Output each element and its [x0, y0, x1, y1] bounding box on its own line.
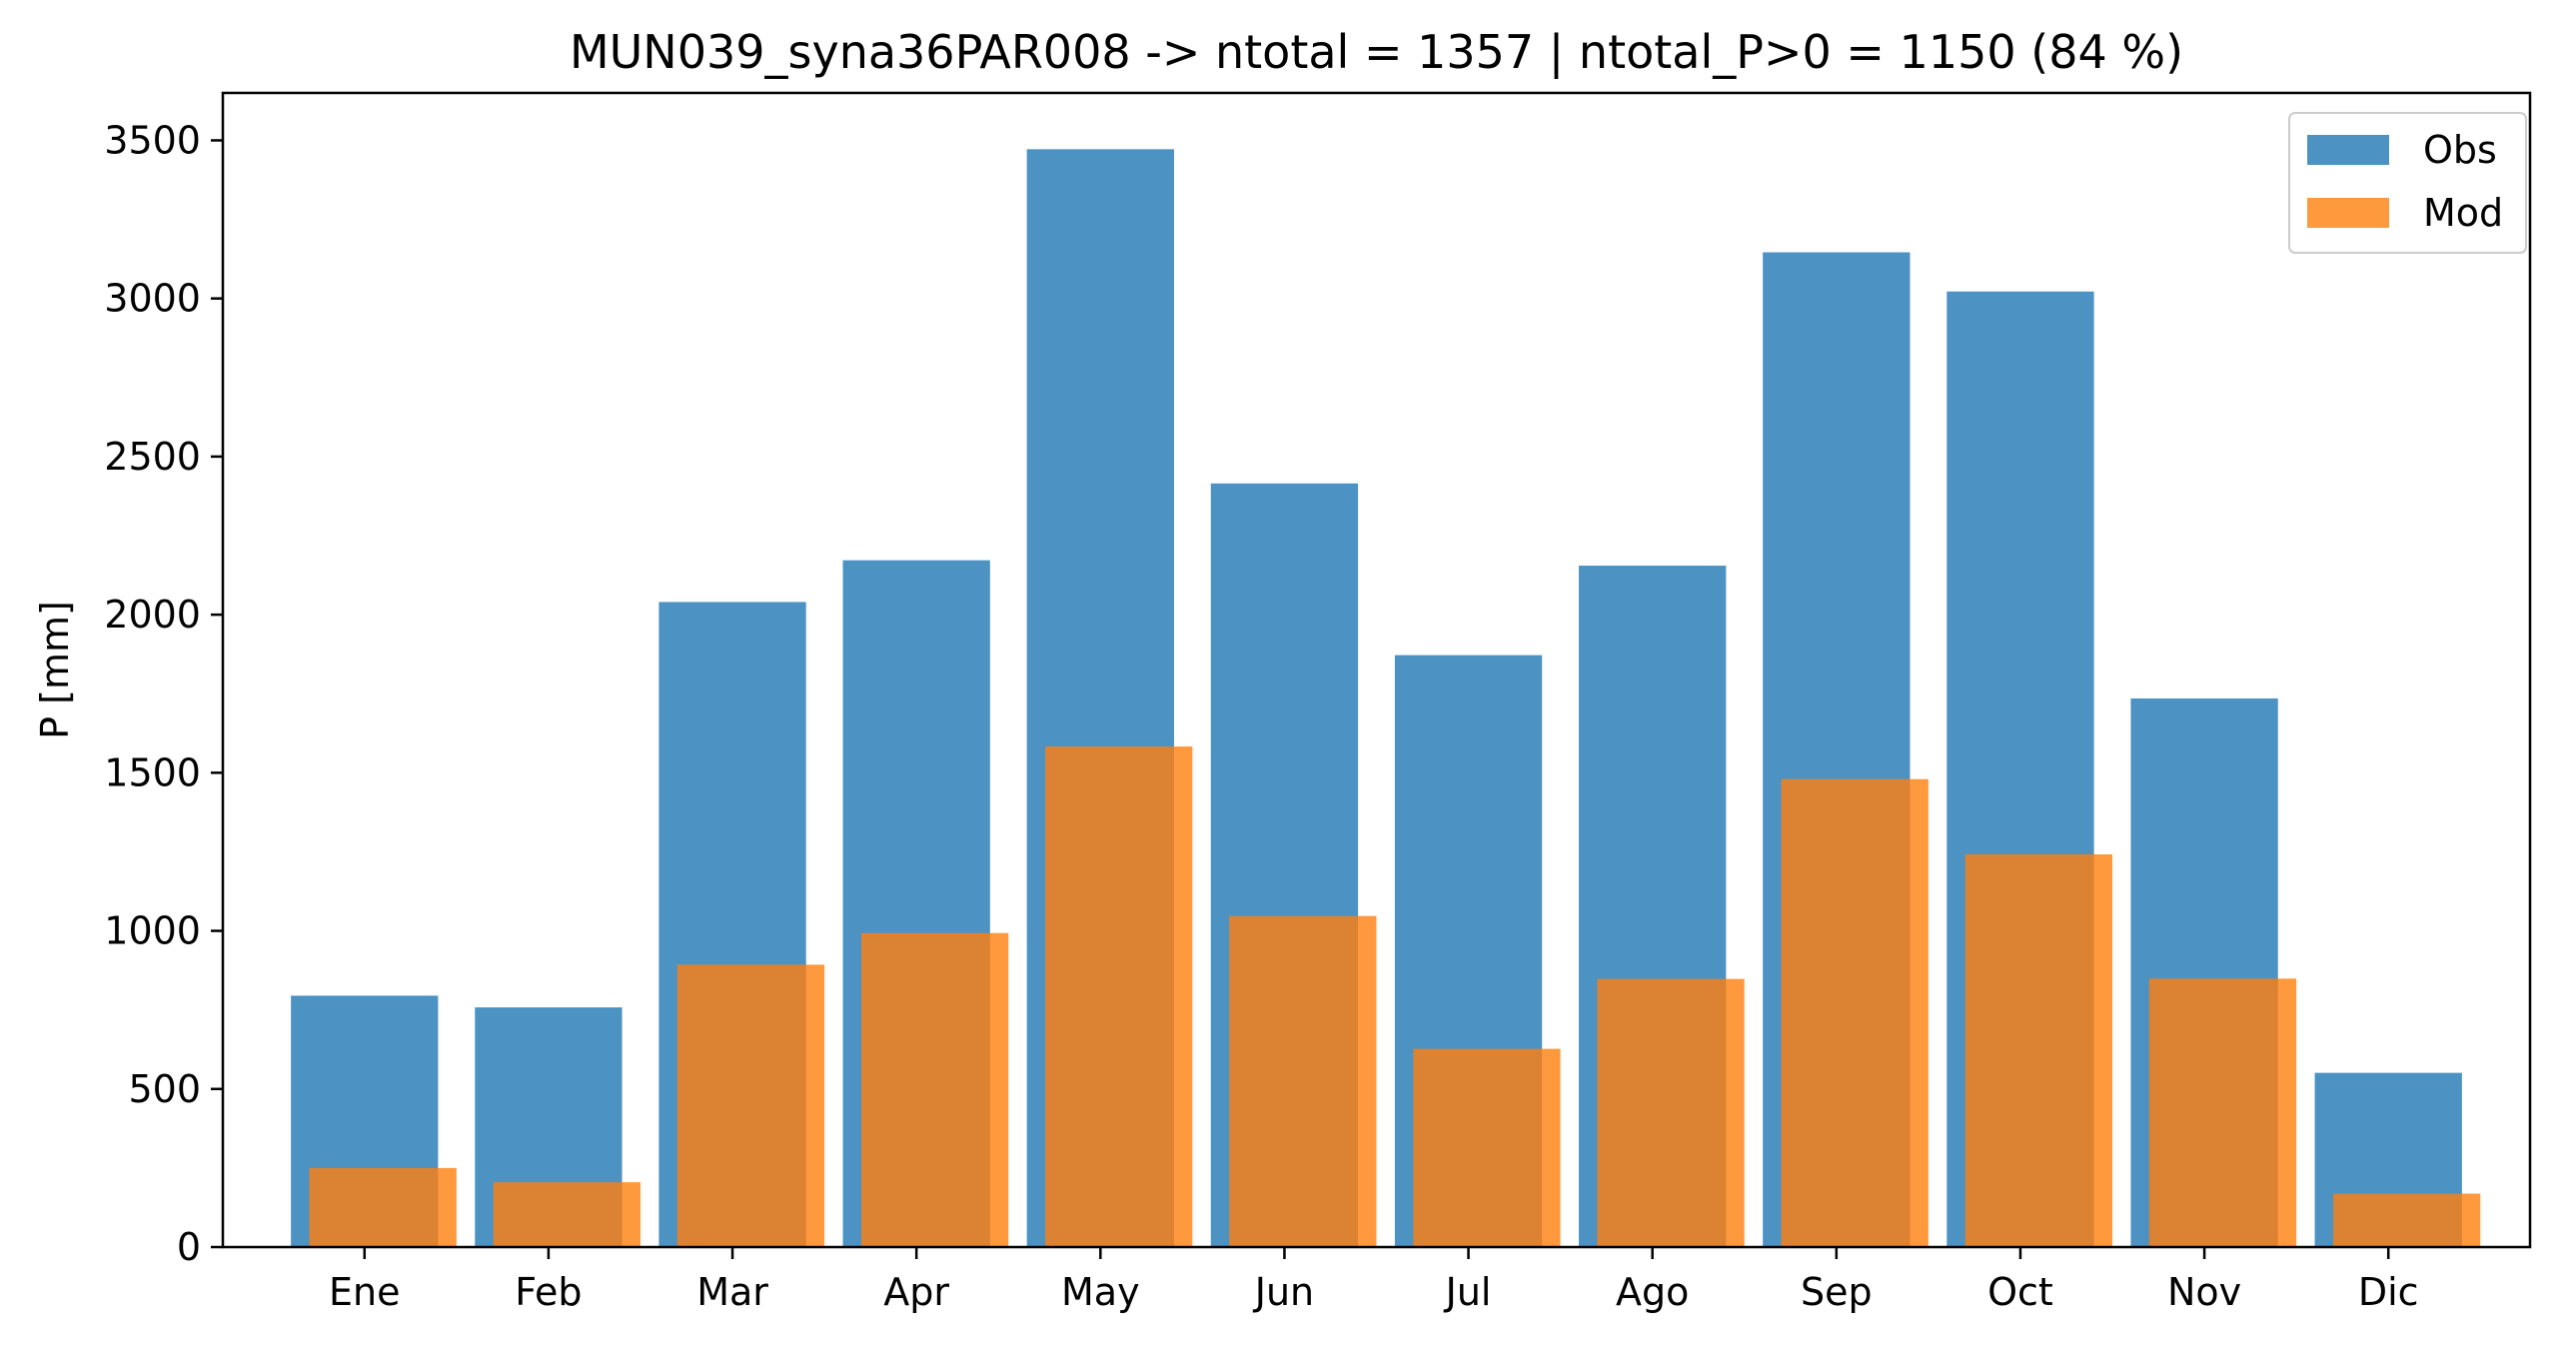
- y-tick-label: 1000: [104, 909, 201, 953]
- legend-label-mod: Mod: [2423, 191, 2503, 235]
- y-tick-label: 0: [177, 1225, 201, 1269]
- axes-frame: [221, 91, 2532, 1249]
- x-tick-label: Feb: [515, 1270, 582, 1314]
- x-tick-label: Dic: [2358, 1270, 2419, 1314]
- y-tick-label: 3500: [104, 118, 201, 162]
- bar-mod-dic: [2332, 1193, 2481, 1247]
- x-tick-label: Mar: [696, 1270, 768, 1314]
- y-axis-label: P [mm]: [33, 601, 77, 739]
- bar-mod-nov: [2148, 978, 2297, 1247]
- legend-swatch-mod: [2307, 198, 2389, 228]
- bar-mod-may: [1045, 746, 1193, 1247]
- y-tick-label: 1500: [104, 750, 201, 794]
- x-tick-label: Jul: [1444, 1270, 1492, 1314]
- x-tick-label: Ene: [329, 1270, 400, 1314]
- x-tick-label: Ago: [1616, 1270, 1689, 1314]
- x-tick-label: Sep: [1801, 1270, 1873, 1314]
- x-tick-label: May: [1061, 1270, 1140, 1314]
- bar-mod-ago: [1597, 978, 1745, 1247]
- bar-mod-ene: [309, 1167, 457, 1247]
- x-tick-label: Oct: [1987, 1270, 2053, 1314]
- chart-title: MUN039_syna36PAR008 -> ntotal = 1357 | n…: [570, 25, 2183, 80]
- y-tick-label: 500: [128, 1067, 201, 1111]
- plot-area: 0 500 1000 1500 2000 2500 3000 3500 Ene Feb Mar Apr…: [104, 91, 2532, 1314]
- legend-swatch-obs: [2307, 135, 2389, 165]
- y-tick-label: 2500: [104, 435, 201, 479]
- bar-mod-apr: [860, 932, 1009, 1247]
- x-tick-label: Jun: [1253, 1270, 1314, 1314]
- y-tick-label: 3000: [104, 277, 201, 321]
- bar-mod-feb: [493, 1182, 641, 1247]
- bar-mod-jun: [1229, 915, 1377, 1247]
- legend-label-obs: Obs: [2423, 128, 2497, 172]
- x-tick-label: Nov: [2167, 1270, 2241, 1314]
- x-tick-label: Apr: [883, 1270, 949, 1314]
- bar-mod-jul: [1413, 1048, 1561, 1247]
- bar-mod-mar: [676, 964, 825, 1247]
- y-tick-label: 2000: [104, 593, 201, 637]
- legend: Obs Mod: [2288, 112, 2527, 254]
- bar-mod-sep: [1781, 778, 1929, 1247]
- bar-mod-oct: [1964, 853, 2113, 1247]
